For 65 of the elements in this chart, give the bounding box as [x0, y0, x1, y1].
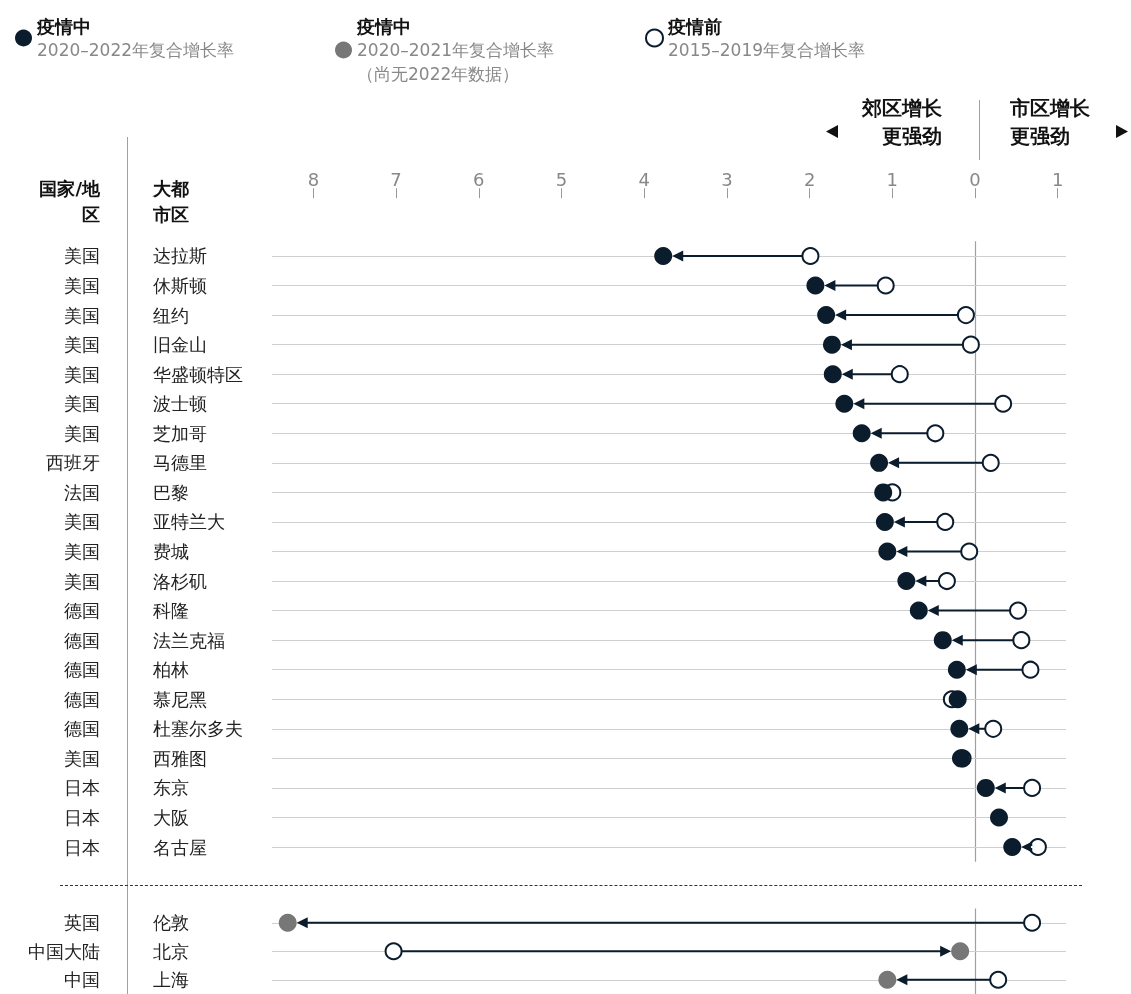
y2-tick-label: 日本	[64, 836, 100, 858]
y2-tick-label: 美国	[64, 422, 100, 444]
y-tick-label: 伦敦	[153, 912, 189, 934]
y2-tick-label: 美国	[64, 334, 100, 356]
y-tick-label: 旧金山	[153, 334, 207, 356]
y2-tick-label: 美国	[64, 245, 100, 267]
y2-tick-label: 西班牙	[46, 452, 100, 474]
x-tick-label: 0	[969, 168, 981, 190]
y2-tick-label: 美国	[64, 747, 100, 769]
y-tick-label: 法兰克福	[153, 629, 225, 651]
y-tick-label: 洛杉矶	[153, 570, 207, 592]
y-tick-label: 慕尼黑	[153, 688, 207, 710]
y2-tick-label: 美国	[64, 304, 100, 326]
y-tick-label: 名古屋	[153, 836, 207, 858]
text: 市区增长更强劲	[1010, 95, 1091, 150]
y-tick-label: 纽约	[153, 304, 189, 326]
x-tick-label: 1	[886, 168, 899, 190]
y2-tick-label: 德国	[64, 688, 100, 710]
x-tick-label: 7	[390, 168, 402, 190]
y-tick-label: 费城	[153, 541, 189, 562]
x-tick-label: 8	[307, 168, 320, 190]
x-tick-label: 5	[555, 168, 568, 190]
y2-tick-label: 德国	[64, 659, 100, 681]
y-tick-label: 上海	[153, 969, 189, 991]
y-tick-label: 巴黎	[153, 481, 189, 503]
y-tick-label: 芝加哥	[153, 422, 207, 444]
y2-tick-label: 中国大陆	[28, 940, 100, 962]
x-tick-label: 4	[638, 168, 650, 190]
y2-tick-label: 中国	[64, 969, 100, 991]
y2-tick-label: 日本	[64, 777, 100, 799]
y-tick-label: 西雅图	[153, 747, 207, 769]
y-tick-label: 杜塞尔多夫	[153, 718, 243, 740]
y-tick-label: 北京	[153, 940, 189, 962]
y2-tick-label: 法国	[64, 481, 100, 503]
text: 国家/地区	[38, 177, 100, 227]
x-tick-label: 3	[721, 168, 733, 190]
y-tick-label: 休斯顿	[153, 275, 207, 297]
y-tick-label: 科隆	[153, 600, 189, 622]
y2-tick-label: 美国	[64, 275, 100, 297]
x-tick-label: 1	[1052, 168, 1064, 190]
y2-tick-label: 美国	[64, 541, 100, 562]
y2-tick-label: 美国	[64, 363, 100, 385]
y2-tick-label: 德国	[64, 600, 100, 622]
y-tick-label: 柏林	[152, 659, 189, 681]
text: 郊区增长更强劲	[861, 95, 942, 150]
y-tick-label: 波士顿	[153, 393, 207, 415]
legend-label: 疫情中 2020–2021年复合增长率（尚无2022年数据）	[356, 15, 555, 84]
y2-tick-label: 美国	[64, 570, 100, 592]
y-axis-title: 大都市区	[153, 177, 190, 227]
legend-label: 疫情中 2020–2022年复合增长率	[36, 15, 235, 60]
y2-tick-label: 英国	[64, 912, 100, 934]
x-tick-label: 6	[473, 168, 485, 190]
x-tick-label: 2	[803, 168, 816, 190]
y2-tick-label: 德国	[64, 629, 100, 651]
legend-label: 疫情前 2015–2019年复合增长率	[667, 15, 866, 60]
y-tick-label: 亚特兰大	[153, 511, 225, 533]
y2-tick-label: 美国	[64, 511, 100, 533]
y-tick-label: 达拉斯	[153, 245, 207, 267]
y-tick-label: 大阪	[153, 806, 189, 828]
y2-tick-label: 美国	[64, 393, 100, 415]
y-tick-label: 东京	[153, 777, 189, 799]
y2-tick-label: 德国	[64, 718, 100, 740]
y-tick-label: 马德里	[153, 452, 207, 474]
y-tick-label: 华盛顿特区	[153, 363, 243, 385]
y2-tick-label: 日本	[64, 806, 100, 828]
